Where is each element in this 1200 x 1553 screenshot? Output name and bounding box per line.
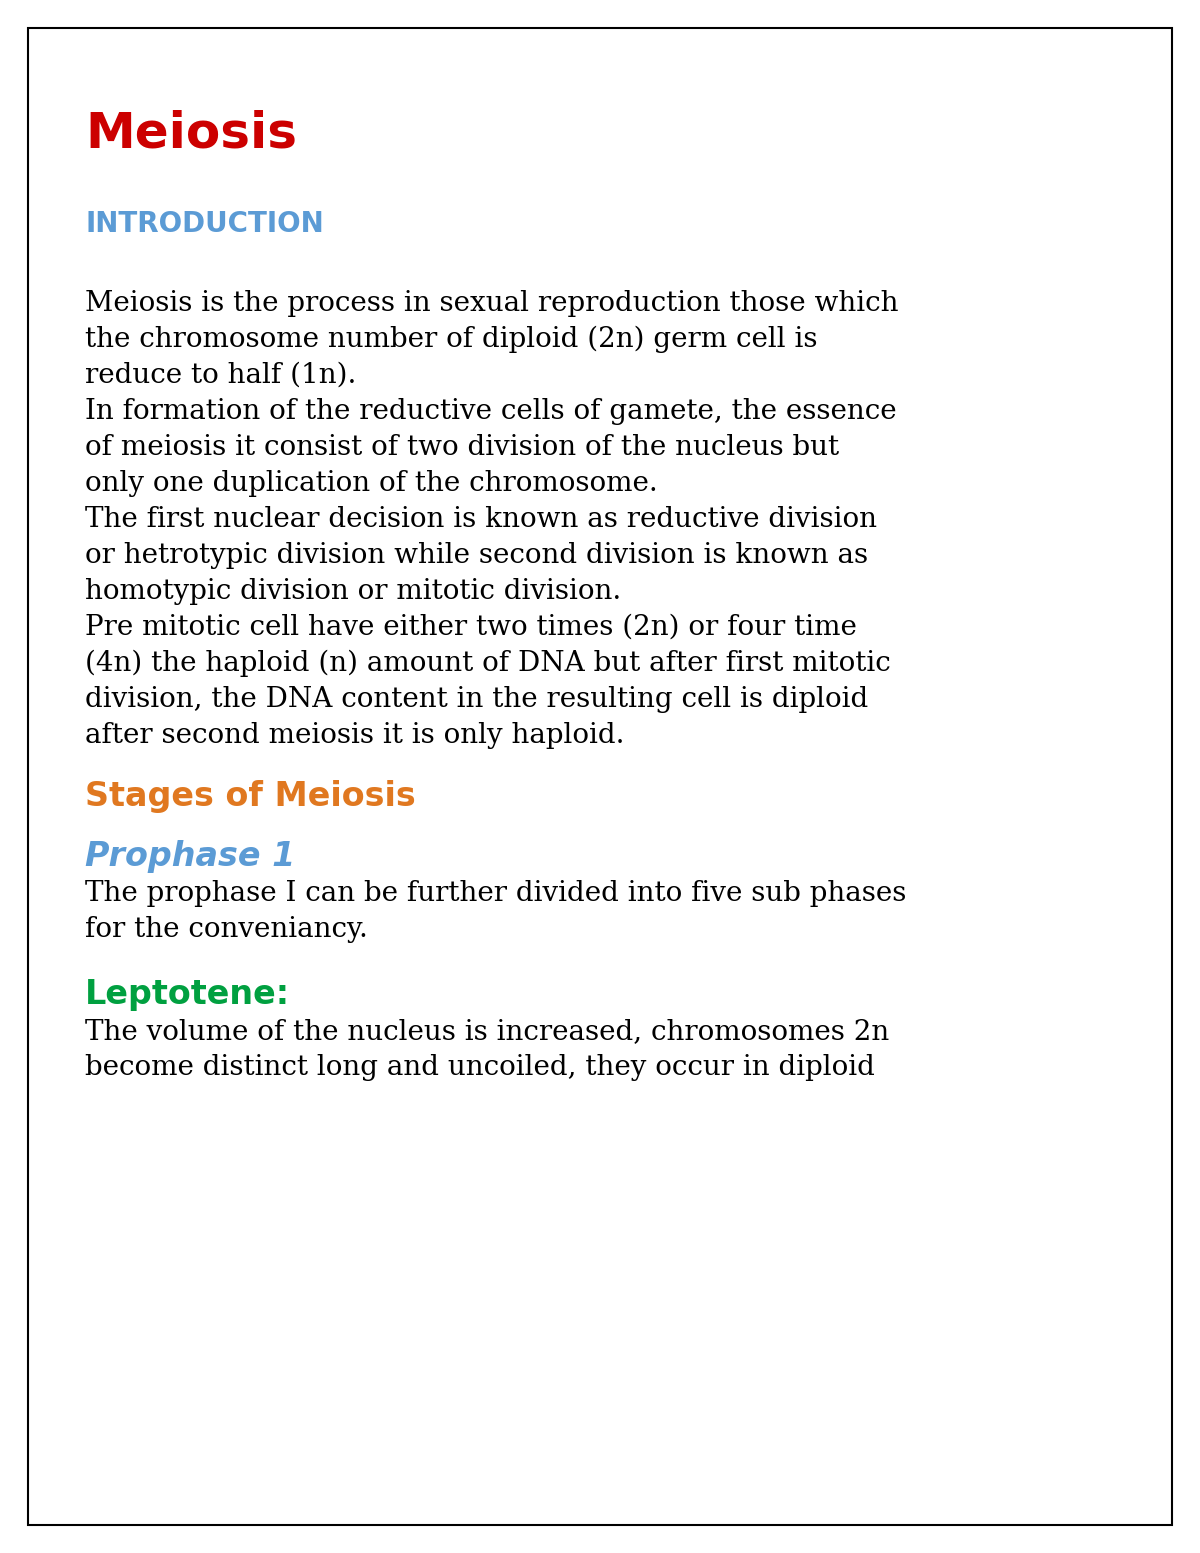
Text: In formation of the reductive cells of gamete, the essence: In formation of the reductive cells of g… <box>85 398 896 426</box>
Text: The volume of the nucleus is increased, chromosomes 2n: The volume of the nucleus is increased, … <box>85 1019 889 1045</box>
FancyBboxPatch shape <box>28 28 1172 1525</box>
Text: Stages of Meiosis: Stages of Meiosis <box>85 780 415 814</box>
Text: reduce to half (1n).: reduce to half (1n). <box>85 362 356 388</box>
Text: or hetrotypic division while second division is known as: or hetrotypic division while second divi… <box>85 542 868 568</box>
Text: for the conveniancy.: for the conveniancy. <box>85 916 368 943</box>
Text: Leptotene:: Leptotene: <box>85 978 290 1011</box>
Text: homotypic division or mitotic division.: homotypic division or mitotic division. <box>85 578 622 606</box>
Text: INTRODUCTION: INTRODUCTION <box>85 210 324 238</box>
Text: only one duplication of the chromosome.: only one duplication of the chromosome. <box>85 471 658 497</box>
Text: division, the DNA content in the resulting cell is diploid: division, the DNA content in the resulti… <box>85 686 869 713</box>
Text: of meiosis it consist of two division of the nucleus but: of meiosis it consist of two division of… <box>85 433 839 461</box>
Text: (4n) the haploid (n) amount of DNA but after first mitotic: (4n) the haploid (n) amount of DNA but a… <box>85 651 890 677</box>
Text: after second meiosis it is only haploid.: after second meiosis it is only haploid. <box>85 722 624 749</box>
Text: Meiosis: Meiosis <box>85 110 298 158</box>
Text: Pre mitotic cell have either two times (2n) or four time: Pre mitotic cell have either two times (… <box>85 613 857 641</box>
Text: Meiosis is the process in sexual reproduction those which: Meiosis is the process in sexual reprodu… <box>85 290 899 317</box>
Text: The first nuclear decision is known as reductive division: The first nuclear decision is known as r… <box>85 506 877 533</box>
Text: The prophase I can be further divided into five sub phases: The prophase I can be further divided in… <box>85 881 906 907</box>
Text: Prophase 1: Prophase 1 <box>85 840 295 873</box>
Text: become distinct long and uncoiled, they occur in diploid: become distinct long and uncoiled, they … <box>85 1054 875 1081</box>
Text: the chromosome number of diploid (2n) germ cell is: the chromosome number of diploid (2n) ge… <box>85 326 817 354</box>
